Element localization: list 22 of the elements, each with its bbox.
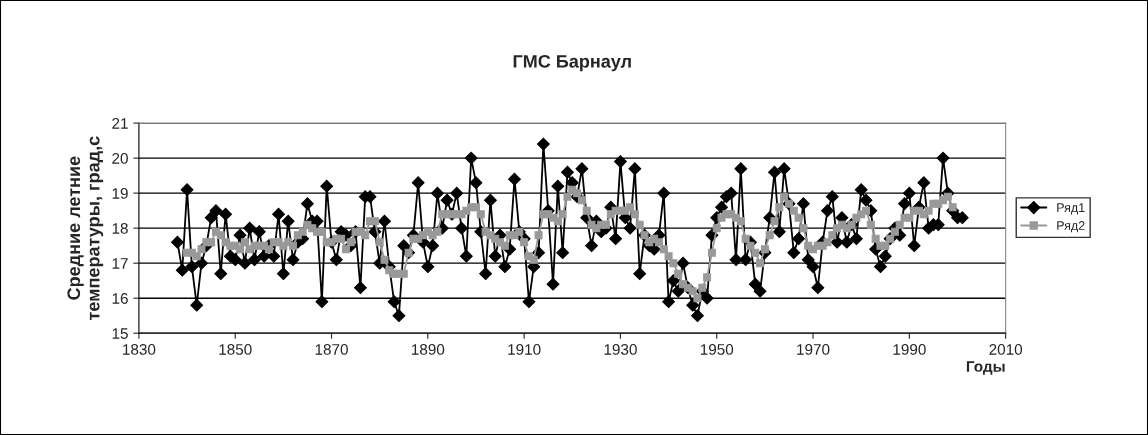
y-axis-title: Средние летние температуры, град,с [67,136,104,320]
x-tick-label: 1950 [700,344,734,355]
y-tick-label: 17 [112,258,128,269]
x-axis-title: Годы [966,361,1005,375]
x-tick-label: 1990 [893,344,926,355]
x-tick-label: 1870 [315,344,348,355]
y-tick-label: 19 [112,188,128,199]
legend-label: Ряд1 [1057,203,1085,215]
x-tick-label: 1910 [508,344,541,355]
y-tick-label: 15 [112,328,128,339]
x-tick-label: 1830 [123,344,156,355]
legend-label: Ряд2 [1057,221,1085,233]
y-tick-label: 21 [112,117,128,129]
x-tick-label: 1930 [604,344,637,355]
x-tick-label: 2010 [989,344,1023,355]
x-tick-label: 1970 [797,344,830,355]
x-tick-label: 1850 [219,344,252,355]
y-tick-label: 20 [112,152,128,164]
y-tick-label: 18 [112,223,128,234]
x-tick-label: 1890 [411,344,445,355]
chart-title: ГМС Барнаул [513,54,631,72]
y-tick-label: 16 [112,293,128,304]
